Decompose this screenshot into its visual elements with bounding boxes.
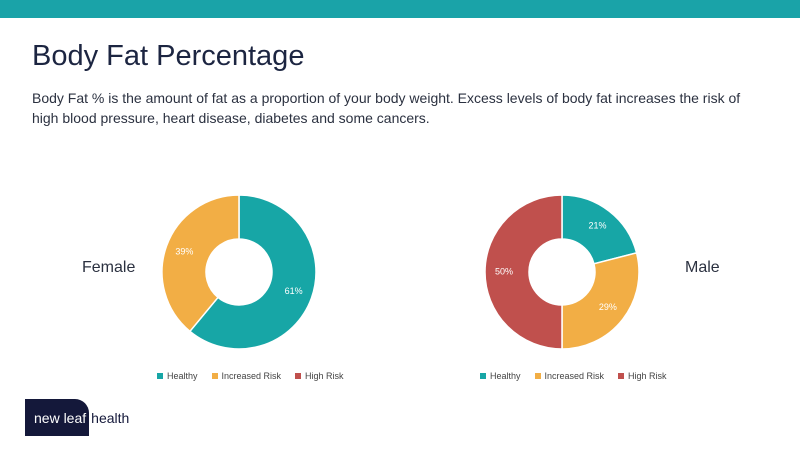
top-accent-bar xyxy=(0,0,800,18)
male-legend-item-high-risk: High Risk xyxy=(618,371,667,381)
male-data-label-high-risk: 50% xyxy=(495,266,513,276)
female-legend-swatch-healthy xyxy=(157,373,163,379)
male-legend-swatch-healthy xyxy=(480,373,486,379)
female-legend: Healthy Increased Risk High Risk xyxy=(157,371,344,381)
male-chart-label: Male xyxy=(685,259,720,276)
female-legend-swatch-high-risk xyxy=(295,373,302,379)
female-slice-healthy xyxy=(188,194,317,350)
female-legend-swatch-increased-risk xyxy=(211,373,218,379)
female-chart-label: Female xyxy=(82,259,136,276)
male-legend: Healthy Increased Risk High Risk xyxy=(480,371,667,381)
male-legend-label-healthy: Healthy xyxy=(490,371,521,381)
new-leaf-health-logo: new leaf health xyxy=(25,399,136,436)
male-donut-chart: 21% 29% 50% xyxy=(484,194,640,350)
page-title: Body Fat Percentage xyxy=(32,40,305,72)
female-data-label-healthy: 61% xyxy=(285,286,303,296)
male-legend-label-increased-risk: Increased Risk xyxy=(544,371,605,381)
female-donut-chart: 61% 39% xyxy=(161,194,317,350)
male-legend-label-high-risk: High Risk xyxy=(628,371,667,381)
male-legend-swatch-increased-risk xyxy=(534,373,541,379)
logo-text-new-leaf: new leaf xyxy=(25,399,90,436)
logo-text-health: health xyxy=(89,399,136,436)
female-legend-label-healthy: Healthy xyxy=(167,371,198,381)
page-description: Body Fat % is the amount of fat as a pro… xyxy=(32,90,741,126)
female-legend-item-high-risk: High Risk xyxy=(295,371,344,381)
female-data-label-increased-risk: 39% xyxy=(175,247,193,257)
male-slice-high-risk xyxy=(484,194,563,350)
female-legend-label-increased-risk: Increased Risk xyxy=(221,371,282,381)
female-slice-increased-risk xyxy=(161,194,240,333)
male-legend-item-increased-risk: Increased Risk xyxy=(534,371,605,381)
female-legend-label-high-risk: High Risk xyxy=(305,371,344,381)
male-legend-item-healthy: Healthy xyxy=(480,371,521,381)
male-data-label-healthy: 21% xyxy=(589,221,607,231)
male-data-label-increased-risk: 29% xyxy=(599,302,617,312)
female-legend-item-healthy: Healthy xyxy=(157,371,198,381)
male-legend-swatch-high-risk xyxy=(618,373,625,379)
female-legend-item-increased-risk: Increased Risk xyxy=(211,371,282,381)
male-slice-increased-risk xyxy=(561,251,640,350)
